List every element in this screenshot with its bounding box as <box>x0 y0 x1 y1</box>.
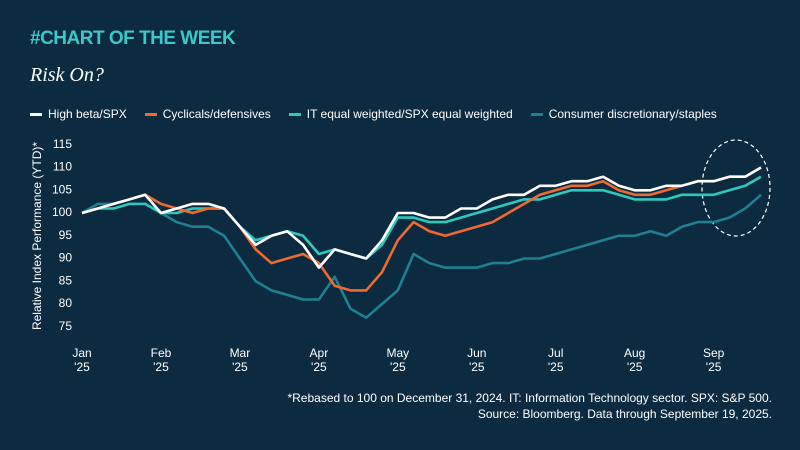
series-line <box>81 175 762 260</box>
x-tick-label: Jun '25 <box>467 346 487 374</box>
y-tick-label: 90 <box>59 251 73 265</box>
note: *Rebased to 100 on December 31, 2024. IT… <box>287 391 772 405</box>
legend-label: Cyclicals/defensives <box>162 107 271 121</box>
x-tick-label: Jan '25 <box>72 346 92 374</box>
x-tick-label: Aug '25 <box>623 346 646 374</box>
legend-swatch <box>30 112 42 116</box>
x-tick-label: Mar '25 <box>229 346 251 374</box>
y-tick-label: 75 <box>59 319 73 333</box>
x-tick-label: Sep '25 <box>702 346 725 374</box>
y-tick-label: 95 <box>59 228 73 242</box>
highlight-ellipse <box>701 139 771 237</box>
legend-label: IT equal weighted/SPX equal weighted <box>306 107 513 121</box>
x-tick-label: Jul '25 <box>547 346 564 374</box>
series-line <box>81 166 762 292</box>
y-tick-label: 110 <box>53 160 72 174</box>
y-tick-label: 100 <box>52 205 72 219</box>
series-line <box>81 166 762 269</box>
legend-swatch <box>288 112 301 116</box>
x-tick-label: Feb '25 <box>150 346 172 374</box>
legend-item: Cyclicals/defensives <box>144 107 271 121</box>
y-tick-label: 115 <box>53 137 72 151</box>
legend-label: High beta/SPX <box>48 107 127 121</box>
legend: High beta/SPX Cyclicals/defensives IT equa… <box>30 107 717 121</box>
header: #CHART OF THE WEEK <box>30 28 236 49</box>
chart-title: Risk On? <box>30 64 104 86</box>
x-tick-label: Apr '25 <box>309 346 329 374</box>
legend-label: Consumer discretionary/staples <box>548 107 717 121</box>
y-tick-label: 105 <box>52 182 72 196</box>
notes: *Rebased to 100 on December 31, 2024. IT… <box>287 390 772 422</box>
series-line <box>81 193 762 319</box>
legend-swatch <box>144 112 157 116</box>
y-tick-label: 80 <box>59 296 73 310</box>
legend-item: High beta/SPX <box>30 107 127 121</box>
y-tick-label: 85 <box>59 273 73 287</box>
y-axis-label: Relative Index Performance (YTD)* <box>30 142 44 330</box>
legend-swatch <box>530 112 543 116</box>
note: Source: Bloomberg. Data through Septembe… <box>477 407 772 421</box>
legend-item: IT equal weighted/SPX equal weighted <box>288 107 513 121</box>
legend-item: Consumer discretionary/staples <box>530 107 717 121</box>
x-tick-label: May '25 <box>386 346 410 374</box>
